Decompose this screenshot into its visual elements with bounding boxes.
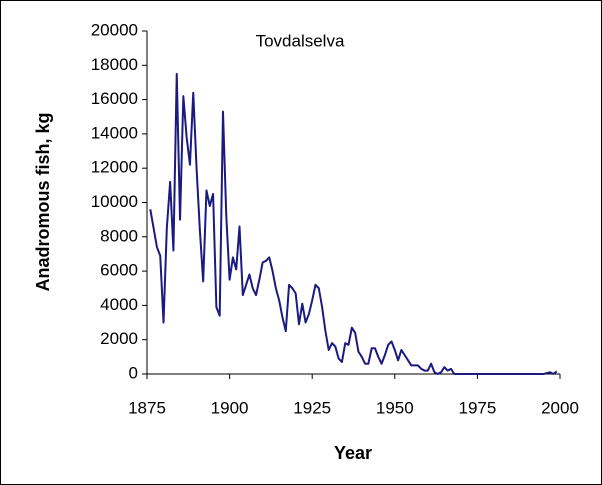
x-tick-label: 1925 xyxy=(293,398,331,417)
x-tick-label: 1975 xyxy=(458,398,496,417)
y-tick-label: 4000 xyxy=(100,295,138,314)
chart-title: Tovdalselva xyxy=(256,31,345,50)
y-tick-label: 20000 xyxy=(91,20,138,39)
y-tick-label: 14000 xyxy=(91,123,138,142)
y-tick-label: 6000 xyxy=(100,261,138,280)
x-tick-label: 1950 xyxy=(376,398,414,417)
y-tick-label: 10000 xyxy=(91,192,138,211)
x-axis-title: Year xyxy=(334,443,372,463)
y-axis-title: Anadromous fish, kg xyxy=(33,112,53,291)
y-tick-label: 16000 xyxy=(91,89,138,108)
y-tick-label: 8000 xyxy=(100,226,138,245)
data-line xyxy=(149,72,558,375)
x-tick-label: 1875 xyxy=(128,398,166,417)
y-tick-label: 12000 xyxy=(91,158,138,177)
y-tick-label: 0 xyxy=(129,363,138,382)
y-tick-label: 2000 xyxy=(100,329,138,348)
x-tick-label: 2000 xyxy=(541,398,579,417)
x-tick-label: 1900 xyxy=(211,398,249,417)
y-tick-label: 18000 xyxy=(91,55,138,74)
